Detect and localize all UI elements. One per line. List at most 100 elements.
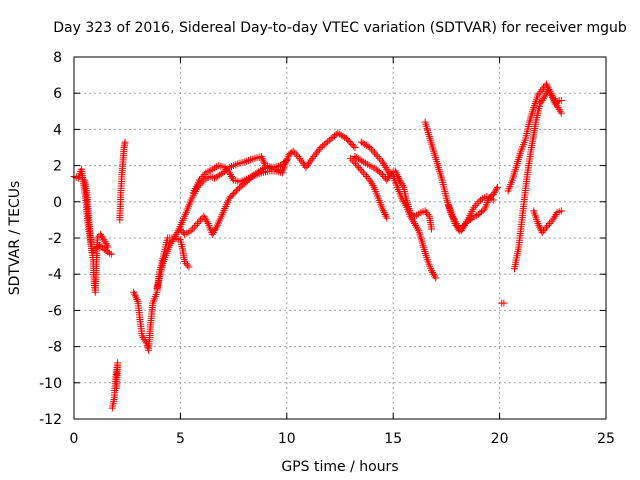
data-point [187, 227, 195, 235]
data-point [379, 207, 387, 215]
data-point [539, 95, 547, 103]
data-point [203, 218, 211, 226]
data-point [453, 221, 461, 229]
data-point [131, 292, 139, 300]
data-point [555, 105, 563, 113]
data-point [139, 334, 147, 342]
data-point [429, 268, 437, 276]
data-point [351, 144, 359, 151]
data-point [349, 142, 357, 150]
data-point [377, 169, 385, 177]
data-point [424, 210, 432, 218]
data-point [538, 86, 546, 94]
data-point [202, 216, 210, 224]
y-tick-label: 8 [53, 50, 62, 66]
data-point [491, 187, 499, 195]
data-point [348, 140, 356, 148]
data-point [226, 171, 234, 179]
data-point [347, 139, 355, 147]
data-point [557, 109, 565, 117]
data-point [537, 87, 545, 95]
data-point [325, 136, 333, 144]
data-point [168, 238, 176, 246]
data-point [369, 147, 377, 155]
data-point [102, 247, 110, 255]
x-tick-label: 0 [70, 431, 79, 447]
data-point [547, 218, 555, 226]
data-point [557, 96, 565, 104]
data-point [375, 154, 383, 162]
data-point [344, 136, 352, 144]
data-point [317, 144, 325, 151]
data-point [178, 227, 186, 235]
data-point [305, 160, 313, 168]
data-point [541, 91, 549, 99]
data-point [368, 180, 376, 188]
data-point [500, 299, 508, 307]
data-point [225, 169, 233, 177]
data-point [492, 185, 500, 193]
data-point [189, 225, 197, 233]
data-point [210, 227, 218, 235]
data-point [224, 167, 232, 175]
data-point [193, 220, 201, 228]
data-point [363, 172, 371, 180]
data-point [544, 221, 552, 229]
x-tick-labels: 0 5 10 15 20 25 [70, 431, 615, 447]
y-tick-label: -6 [48, 303, 62, 319]
data-point [223, 165, 231, 173]
data-point [228, 191, 236, 199]
data-point [542, 80, 550, 88]
data-point [549, 216, 557, 224]
data-point [384, 174, 392, 182]
data-point [410, 220, 418, 228]
series-p [510, 86, 565, 273]
data-point [183, 261, 191, 269]
data-point [547, 89, 555, 97]
data-point [182, 259, 190, 267]
data-point [227, 172, 235, 180]
data-point [200, 212, 208, 220]
data-point [313, 149, 321, 157]
series-l [421, 118, 501, 235]
data-point [449, 212, 457, 220]
data-point [546, 87, 554, 95]
data-point [364, 174, 372, 182]
data-point [546, 220, 554, 228]
data-point [380, 160, 388, 168]
data-point [310, 153, 318, 161]
data-point [462, 220, 470, 228]
data-point [473, 200, 481, 208]
data-point [472, 201, 480, 209]
data-point [291, 149, 299, 157]
data-point [166, 241, 174, 249]
data-point [130, 290, 138, 298]
data-point [348, 156, 356, 164]
data-point [195, 218, 203, 226]
data-point [315, 145, 323, 153]
data-point [549, 93, 557, 101]
data-point [196, 176, 204, 184]
data-point [409, 218, 417, 226]
data-point [197, 174, 205, 182]
data-point [366, 144, 374, 151]
data-point [552, 100, 560, 108]
data-point [379, 205, 387, 213]
data-point [167, 239, 175, 247]
data-point [208, 230, 216, 238]
data-point [400, 198, 408, 206]
data-point [258, 154, 266, 162]
data-point [542, 223, 550, 231]
data-point [358, 167, 366, 175]
data-point [113, 384, 121, 392]
data-point [398, 194, 406, 202]
data-point [457, 227, 465, 235]
data-point [392, 169, 400, 177]
data-point [423, 209, 431, 217]
y-tick-label: -8 [48, 340, 62, 356]
data-point [451, 218, 459, 226]
data-point [421, 207, 429, 215]
data-point [541, 225, 549, 233]
data-point [257, 153, 265, 161]
